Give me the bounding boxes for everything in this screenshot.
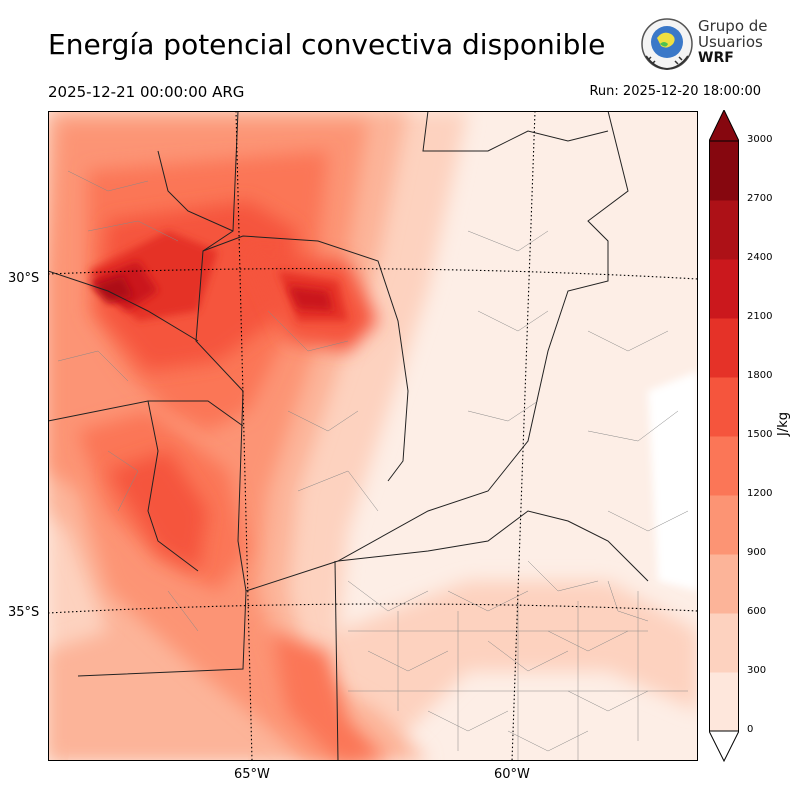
- colorbar-tick-label: 0: [747, 724, 754, 735]
- colorbar-segment: [709, 377, 739, 437]
- colorbar-frame: [709, 140, 739, 732]
- colorbar-unit: J/kg: [776, 412, 791, 436]
- colorbar-lower-extend: [709, 730, 739, 762]
- cape-map: [48, 111, 698, 761]
- department-borders: [57, 170, 689, 761]
- province-borders: [48, 111, 649, 761]
- colorbar-tick-label: 2100: [747, 311, 773, 322]
- colorbar-segment: [709, 672, 739, 732]
- wrf-users-logo: Grupo de Usuarios WRF: [638, 16, 778, 76]
- colorbar-segment: [709, 318, 739, 378]
- run-time: Run: 2025-12-20 18:00:00: [589, 84, 761, 99]
- colorbar-segment: [709, 613, 739, 673]
- lon-label-65w: 65°W: [234, 767, 270, 782]
- colorbar-tick-label: 1500: [747, 429, 773, 440]
- colorbar-tick-label: 1200: [747, 488, 773, 499]
- colorbar-tick-label: 3000: [747, 134, 773, 145]
- colorbar-segment: [709, 495, 739, 555]
- colorbar-tick-label: 2400: [747, 252, 773, 263]
- lat-label-30s: 30°S: [8, 271, 40, 286]
- colorbar-upper-extend: [709, 110, 739, 142]
- colorbar: [709, 110, 739, 762]
- colorbar-tick-label: 600: [747, 606, 767, 617]
- colorbar-tick-label: 2700: [747, 193, 773, 204]
- cape-shading: [48, 111, 698, 761]
- colorbar-segment: [709, 554, 739, 614]
- map-frame: [48, 111, 698, 761]
- globe-emblem-icon: [641, 18, 693, 71]
- map-title: Energía potencial convectiva disponible: [48, 28, 606, 61]
- colorbar-segment: [709, 436, 739, 496]
- logo-line-1: Grupo de: [698, 17, 768, 35]
- colorbar-segment: [709, 259, 739, 319]
- colorbar-tick-label: 900: [747, 547, 767, 558]
- lat-label-35s: 35°S: [8, 605, 40, 620]
- valid-time: 2025-12-21 00:00:00 ARG: [48, 83, 245, 101]
- graticule: [48, 111, 698, 761]
- colorbar-segment: [709, 200, 739, 260]
- logo-line-3: WRF: [698, 50, 734, 66]
- colorbar-tick-label: 300: [747, 665, 767, 676]
- lon-label-60w: 60°W: [494, 767, 530, 782]
- logo-line-2: Usuarios: [698, 33, 763, 51]
- colorbar-segment: [709, 141, 739, 201]
- colorbar-tick-label: 1800: [747, 370, 773, 381]
